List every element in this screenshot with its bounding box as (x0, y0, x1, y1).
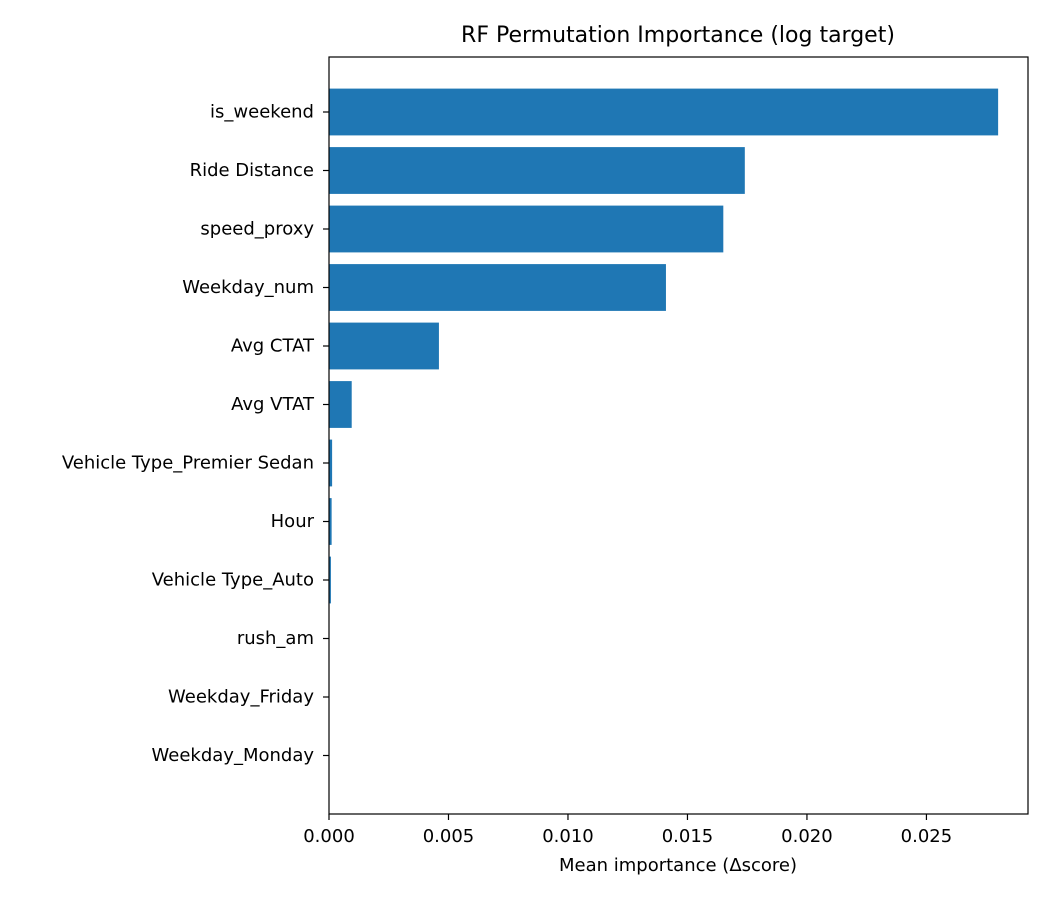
y-tick-label: Weekday_num (182, 277, 314, 298)
y-tick-label: Avg VTAT (231, 394, 315, 415)
bar-ride-distance (329, 147, 745, 194)
x-tick-label: 0.010 (542, 826, 594, 847)
y-tick-label: Avg CTAT (231, 336, 315, 357)
x-ticks-group: 0.000 0.005 0.010 0.015 0.020 0.025 (303, 814, 952, 847)
bar-is-weekend (329, 88, 999, 136)
x-tick-label: 0.005 (423, 826, 475, 847)
y-tick-label: Weekday_Monday (152, 745, 315, 766)
bar-speed-proxy (329, 205, 724, 253)
x-axis-label: Mean importance (Δscore) (559, 855, 797, 876)
x-tick-label: 0.025 (901, 826, 953, 847)
y-tick-label: is_weekend (210, 102, 314, 123)
x-tick-label: 0.000 (303, 826, 355, 847)
y-tick-label: Ride Distance (190, 160, 314, 181)
bar-avg-ctat (329, 322, 439, 370)
bar-hour (329, 498, 332, 545)
y-tick-label: rush_am (237, 628, 314, 649)
bar-weekday-num (329, 264, 666, 311)
plot-frame (328, 56, 1029, 815)
x-tick-label: 0.015 (662, 826, 714, 847)
y-tick-label: Vehicle Type_Premier Sedan (62, 453, 314, 474)
bar-vehicle-type-auto (329, 556, 331, 604)
x-tick-label: 0.020 (781, 826, 833, 847)
chart-title: RF Permutation Importance (log target) (461, 23, 895, 48)
bars-group (329, 88, 999, 779)
y-tick-label: Hour (271, 511, 315, 532)
bar-avg-vtat (329, 381, 352, 428)
y-tick-label: speed_proxy (200, 219, 314, 240)
bar-vehicle-type-premier-sedan (329, 439, 333, 487)
y-tick-label: Weekday_Friday (168, 687, 314, 708)
y-ticks-group: is_weekend Ride Distance speed_proxy Weekda… (62, 102, 329, 766)
y-tick-label: Vehicle Type_Auto (152, 570, 314, 591)
